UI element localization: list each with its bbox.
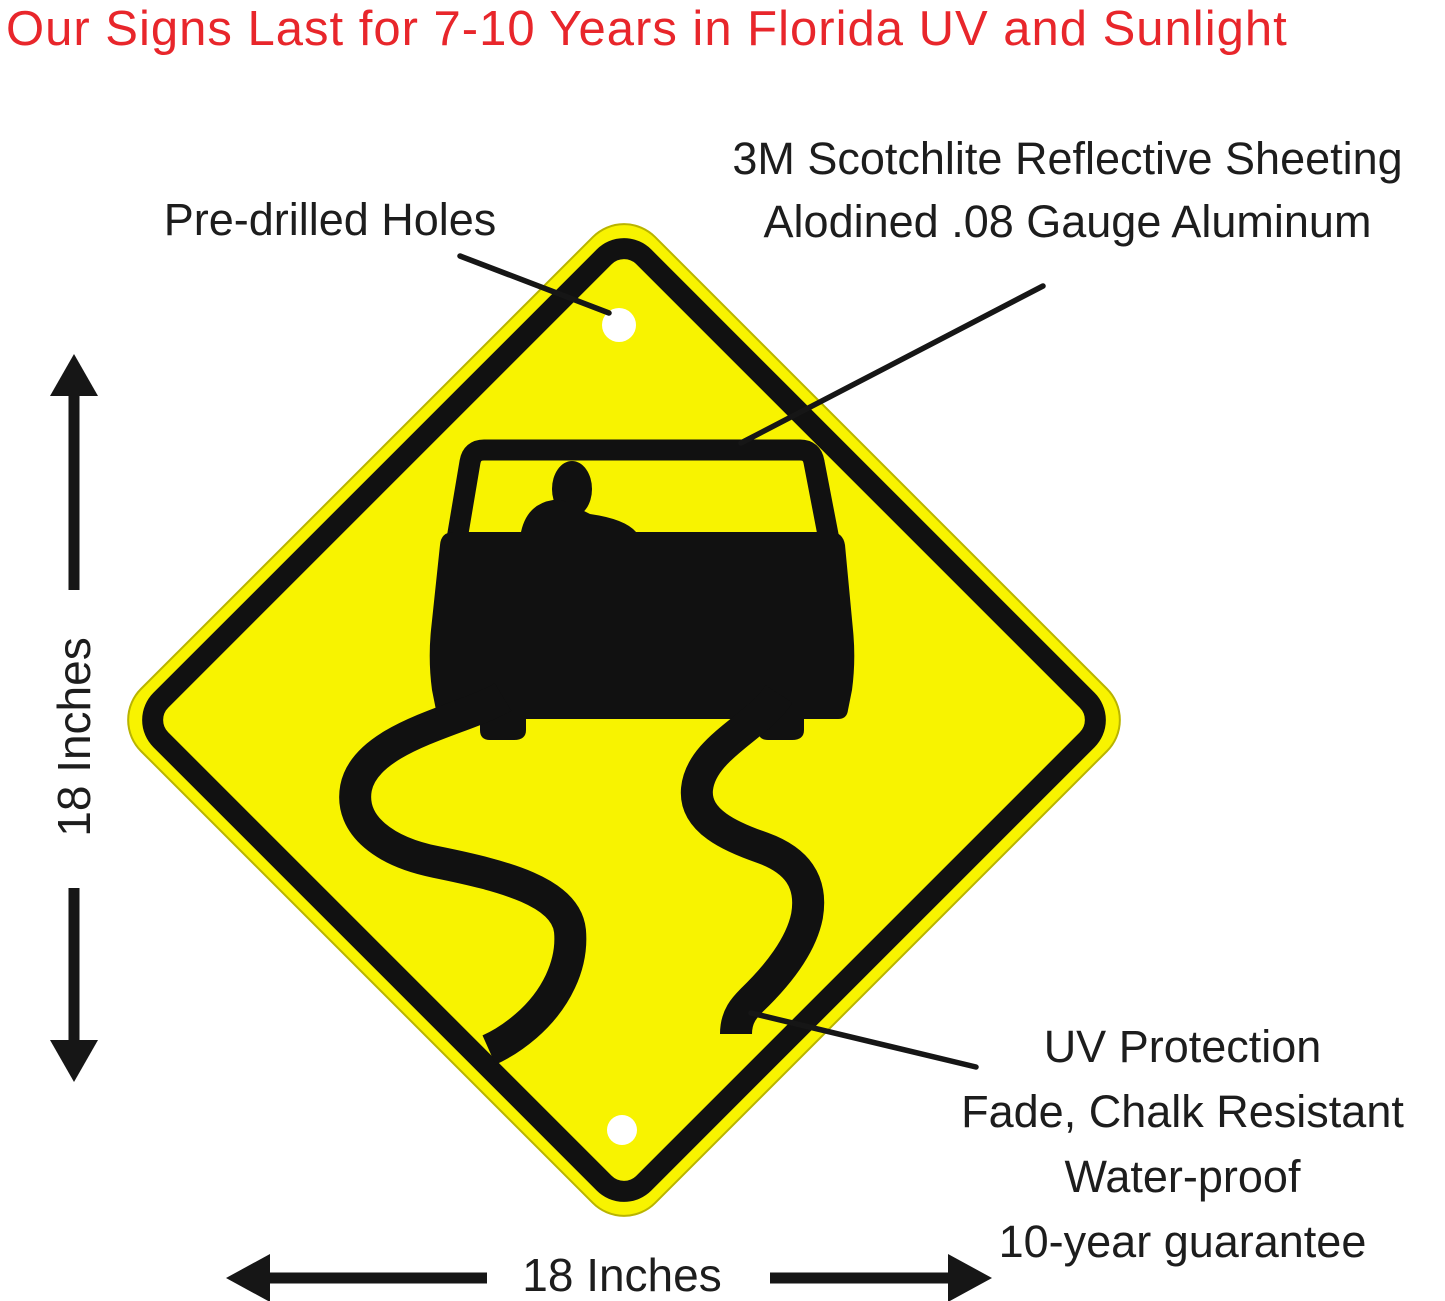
- callout-material-line-1: 3M Scotchlite Reflective Sheeting: [732, 133, 1403, 184]
- driver-shoulders: [521, 499, 636, 532]
- skidding-car-icon: [339, 439, 855, 1065]
- callout-material: 3M Scotchlite Reflective Sheeting Alodin…: [690, 127, 1445, 253]
- drill-hole-top: [602, 308, 636, 342]
- callout-pre-drilled-holes: Pre-drilled Holes: [120, 194, 540, 246]
- arrow-down-icon: [50, 1040, 98, 1082]
- warning-sign-diamond: [127, 223, 1121, 1217]
- callout-protection-line-2: Fade, Chalk Resistant: [961, 1086, 1404, 1137]
- skid-mark-right: [680, 684, 825, 1035]
- callout-pre-drilled-holes-label: Pre-drilled Holes: [163, 194, 497, 245]
- leader-line-protection: [748, 1010, 979, 1070]
- car-roof-and-pillars: [445, 439, 841, 547]
- width-dimension-label: 18 Inches: [522, 1249, 722, 1301]
- width-dimension-arrows: [226, 1254, 992, 1301]
- height-dimension-arrows: [50, 354, 98, 1082]
- callout-protection: UV Protection Fade, Chalk Resistant Wate…: [930, 1014, 1435, 1274]
- arrow-left-icon: [226, 1254, 270, 1301]
- arrow-right-icon: [948, 1254, 992, 1301]
- leader-line-holes: [457, 253, 612, 316]
- callout-protection-line-4: 10-year guarantee: [998, 1216, 1367, 1267]
- arrow-up-icon: [50, 354, 98, 396]
- page-title: Our Signs Last for 7-10 Years in Florida…: [6, 2, 1288, 56]
- skid-mark-left: [339, 682, 587, 1065]
- callout-protection-line-3: Water-proof: [1064, 1151, 1301, 1202]
- callout-material-line-2: Alodined .08 Gauge Aluminum: [763, 196, 1372, 247]
- car-body: [429, 532, 855, 740]
- sign-border-band: [142, 238, 1106, 1202]
- leader-line-material: [738, 283, 1046, 446]
- drill-hole-bottom: [607, 1115, 637, 1145]
- height-dimension-label: 18 Inches: [48, 637, 100, 837]
- callout-protection-line-1: UV Protection: [1043, 1021, 1322, 1072]
